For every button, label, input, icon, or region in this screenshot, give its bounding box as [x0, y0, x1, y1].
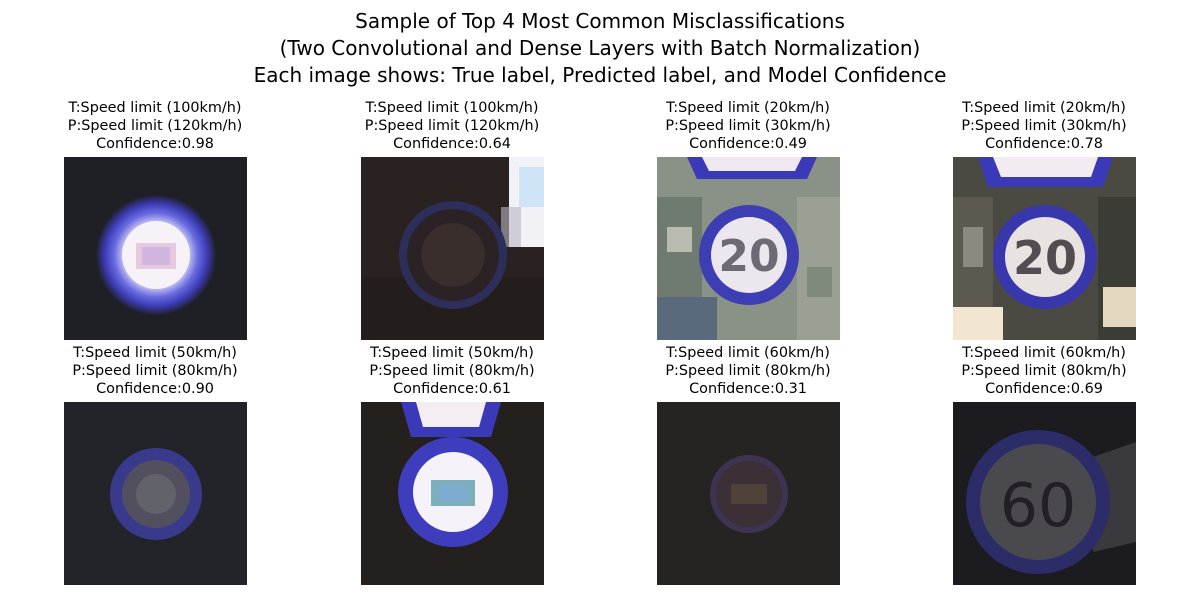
- svg-text:20: 20: [718, 231, 779, 282]
- figure-title-line-2: (Two Convolutional and Dense Layers with…: [279, 36, 921, 60]
- true-label: T:Speed limit (60km/h): [666, 345, 830, 361]
- speed-sign-image: [657, 402, 840, 585]
- speed-sign-image: 20: [657, 157, 840, 340]
- panel-2-title: T:Speed limit (100km/h) P:Speed limit (1…: [332, 100, 572, 153]
- sign-image-8: 60: [953, 402, 1136, 585]
- predicted-label: P:Speed limit (120km/h): [364, 117, 540, 134]
- true-label: T:Speed limit (20km/h): [962, 100, 1126, 116]
- panel-6-title: T:Speed limit (50km/h) P:Speed limit (80…: [332, 345, 572, 398]
- panel-7-title: T:Speed limit (60km/h) P:Speed limit (80…: [628, 345, 868, 398]
- speed-sign-image: [64, 157, 247, 340]
- confidence-label: Confidence:0.69: [985, 380, 1103, 397]
- panel-8-title: T:Speed limit (60km/h) P:Speed limit (80…: [924, 345, 1164, 398]
- predicted-label: P:Speed limit (80km/h): [665, 362, 831, 379]
- sign-image-3: 20: [657, 157, 840, 340]
- confidence-label: Confidence:0.78: [985, 135, 1103, 152]
- predicted-label: P:Speed limit (120km/h): [67, 117, 243, 134]
- confidence-label: Confidence:0.64: [393, 135, 511, 152]
- figure-title-line-1: Sample of Top 4 Most Common Misclassific…: [355, 9, 845, 33]
- sign-image-7: [657, 402, 840, 585]
- sign-image-2: [361, 157, 544, 340]
- svg-text:20: 20: [1013, 231, 1077, 285]
- svg-text:60: 60: [1000, 471, 1076, 541]
- confidence-label: Confidence:0.98: [96, 135, 214, 152]
- true-label: T:Speed limit (100km/h): [365, 100, 539, 116]
- confidence-label: Confidence:0.49: [689, 135, 807, 152]
- speed-sign-image: [361, 157, 544, 340]
- speed-sign-image: [64, 402, 247, 585]
- panel-5-title: T:Speed limit (50km/h) P:Speed limit (80…: [35, 345, 275, 398]
- speed-sign-image: 20: [953, 157, 1136, 340]
- true-label: T:Speed limit (100km/h): [68, 100, 242, 116]
- speed-sign-image: [361, 402, 544, 585]
- predicted-label: P:Speed limit (30km/h): [665, 117, 831, 134]
- panel-4-title: T:Speed limit (20km/h) P:Speed limit (30…: [924, 100, 1164, 153]
- true-label: T:Speed limit (50km/h): [370, 345, 534, 361]
- speed-sign-image: 60: [953, 402, 1136, 585]
- sign-image-4: 20: [953, 157, 1136, 340]
- true-label: T:Speed limit (20km/h): [666, 100, 830, 116]
- predicted-label: P:Speed limit (80km/h): [369, 362, 535, 379]
- predicted-label: P:Speed limit (80km/h): [72, 362, 238, 379]
- confidence-label: Confidence:0.61: [393, 380, 511, 397]
- predicted-label: P:Speed limit (30km/h): [961, 117, 1127, 134]
- true-label: T:Speed limit (50km/h): [73, 345, 237, 361]
- sign-image-6: [361, 402, 544, 585]
- sign-image-5: [64, 402, 247, 585]
- predicted-label: P:Speed limit (80km/h): [961, 362, 1127, 379]
- true-label: T:Speed limit (60km/h): [962, 345, 1126, 361]
- panel-1-title: T:Speed limit (100km/h) P:Speed limit (1…: [35, 100, 275, 153]
- confidence-label: Confidence:0.90: [96, 380, 214, 397]
- figure-title-line-3: Each image shows: True label, Predicted …: [253, 63, 947, 87]
- confidence-label: Confidence:0.31: [689, 380, 807, 397]
- sign-image-1: [64, 157, 247, 340]
- panel-3-title: T:Speed limit (20km/h) P:Speed limit (30…: [628, 100, 868, 153]
- figure-title: Sample of Top 4 Most Common Misclassific…: [0, 8, 1200, 89]
